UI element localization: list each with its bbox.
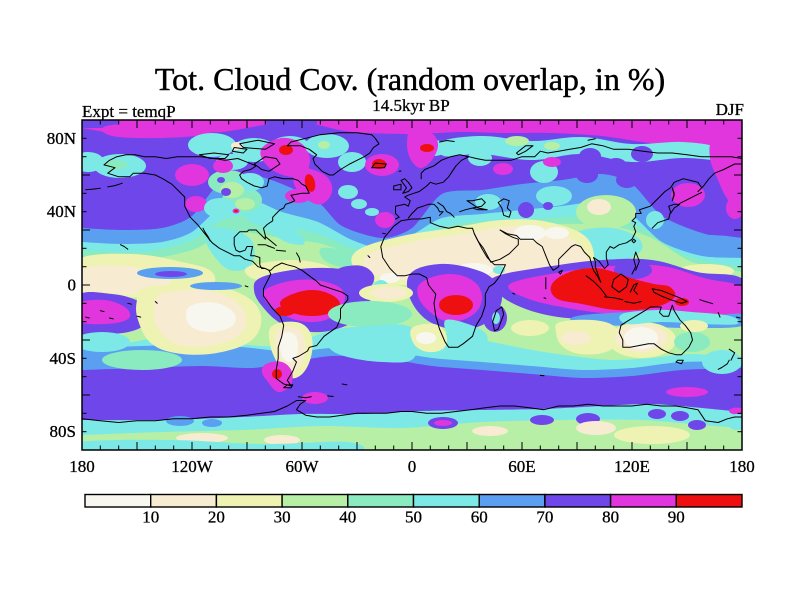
- svg-text:80N: 80N: [47, 129, 76, 148]
- svg-text:80S: 80S: [50, 422, 76, 441]
- svg-text:0: 0: [408, 457, 417, 476]
- svg-text:10: 10: [142, 508, 159, 527]
- svg-text:50: 50: [405, 508, 422, 527]
- svg-text:60: 60: [471, 508, 488, 527]
- svg-text:60W: 60W: [285, 457, 319, 476]
- svg-text:120W: 120W: [171, 457, 214, 476]
- svg-text:0: 0: [68, 276, 77, 295]
- svg-text:40S: 40S: [50, 349, 76, 368]
- svg-text:180: 180: [729, 457, 755, 476]
- svg-text:80: 80: [602, 508, 619, 527]
- svg-text:120E: 120E: [614, 457, 650, 476]
- svg-text:DJF: DJF: [716, 100, 744, 119]
- svg-text:Tot. Cloud Cov. (random overla: Tot. Cloud Cov. (random overlap, in %): [155, 61, 665, 97]
- svg-text:14.5kyr BP: 14.5kyr BP: [372, 96, 449, 115]
- svg-text:180: 180: [69, 457, 95, 476]
- svg-text:70: 70: [536, 508, 553, 527]
- svg-text:20: 20: [208, 508, 225, 527]
- svg-text:30: 30: [274, 508, 291, 527]
- svg-text:Expt = temqP: Expt = temqP: [82, 102, 176, 121]
- svg-text:40N: 40N: [47, 202, 76, 221]
- svg-text:40: 40: [339, 508, 356, 527]
- svg-text:60E: 60E: [508, 457, 535, 476]
- svg-text:90: 90: [668, 508, 685, 527]
